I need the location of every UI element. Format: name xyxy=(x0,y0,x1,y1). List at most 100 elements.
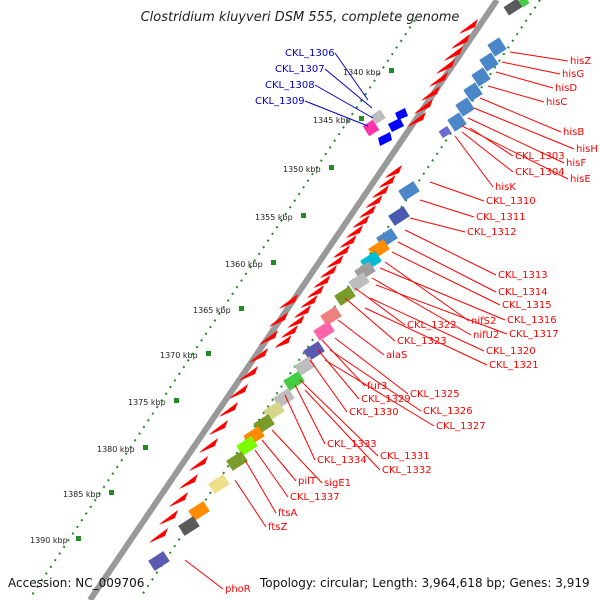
gene-label-red: CKL_1334 xyxy=(317,455,367,466)
label-leaders xyxy=(184,51,575,590)
gene-arrow xyxy=(429,72,448,87)
tick-mark xyxy=(329,165,334,170)
gene-box xyxy=(370,109,386,125)
gene-label-red: phoR xyxy=(225,584,251,595)
leader-line xyxy=(334,52,369,101)
leader-line xyxy=(409,217,466,233)
tick-mark xyxy=(143,445,148,450)
leader-line xyxy=(254,449,289,498)
gene-arrow xyxy=(269,312,288,327)
leader-line xyxy=(299,379,379,457)
leader-line xyxy=(495,71,554,89)
gene-label-red: CKL_1329 xyxy=(361,394,411,405)
gene-arrow xyxy=(385,165,402,178)
leader-line xyxy=(234,479,267,528)
gene-label-red: hisZ xyxy=(570,56,591,67)
tick-mark xyxy=(174,398,179,403)
gene-arrow xyxy=(339,235,357,248)
reverse-gene-arrow xyxy=(395,108,408,120)
gene-arrow xyxy=(179,474,198,489)
gene-label-red: CKL_1313 xyxy=(498,270,548,281)
gene-arrow xyxy=(189,456,208,471)
leader-line xyxy=(404,229,497,276)
tick-mark xyxy=(389,68,394,73)
leader-line xyxy=(337,319,385,356)
gene-arrow xyxy=(436,59,455,74)
gene-arrow xyxy=(407,112,426,127)
leader-line xyxy=(473,107,575,150)
gene-box xyxy=(518,0,530,8)
gene-label-red: CKL_1325 xyxy=(410,389,460,400)
gene-arrow xyxy=(249,348,268,363)
gene-label-red: hisH xyxy=(576,144,598,155)
gene-label-red: CKL_1303 xyxy=(515,151,565,162)
leader-line xyxy=(429,181,485,202)
gene-box xyxy=(226,451,248,471)
gene-arrow xyxy=(199,438,218,453)
leader-line xyxy=(294,384,326,445)
gene-label-blue: CKL_1309 xyxy=(255,96,305,107)
gene-arrow xyxy=(414,99,433,114)
leader-line xyxy=(375,284,508,335)
gene-box xyxy=(320,306,342,326)
tick-label: 1380 kbp xyxy=(97,445,135,454)
gene-label-red: sigE1 xyxy=(324,478,351,489)
reverse-gene-arrow xyxy=(388,118,404,132)
leader-line xyxy=(321,339,366,387)
leader-line xyxy=(467,117,565,164)
gene-label-red: CKL_1337 xyxy=(290,492,340,503)
tick-label: 1375 kbp xyxy=(128,398,166,407)
gene-label-red: CKL_1311 xyxy=(476,212,526,223)
gene-arrow xyxy=(307,285,324,298)
gene-box xyxy=(447,112,467,132)
gene-arrow xyxy=(421,86,440,101)
leader-line xyxy=(334,337,409,395)
leader-line xyxy=(304,100,369,127)
gene-label-red: hisE xyxy=(570,174,591,185)
accession-label: Accession: NC_009706 xyxy=(8,576,145,590)
gene-labels: CKL_1306 CKL_1307 CKL_1308 CKL_1309 hisZ hisG… xyxy=(225,48,598,595)
gene-arrow xyxy=(281,325,298,338)
gene-label-red: CKL_1323 xyxy=(397,336,447,347)
gene-box xyxy=(388,206,410,226)
gene-label-red: alaS xyxy=(386,350,407,361)
leader-line xyxy=(501,61,561,75)
tick-mark xyxy=(109,490,114,495)
leader-line xyxy=(304,389,381,471)
gene-box xyxy=(503,0,523,16)
leader-line xyxy=(354,287,406,326)
gene-label-red: CKL_1310 xyxy=(486,196,536,207)
gene-arrow xyxy=(239,366,258,381)
tick-label: 1350 kbp xyxy=(283,165,321,174)
gene-label-red: CKL_1330 xyxy=(349,407,399,418)
leader-line xyxy=(454,135,494,188)
leader-line xyxy=(509,51,569,62)
gene-arrow xyxy=(209,420,228,435)
gene-label-red: CKL_1315 xyxy=(502,300,552,311)
leader-line xyxy=(271,429,323,484)
tick-mark xyxy=(76,536,81,541)
leader-line xyxy=(324,68,373,109)
tick-mark xyxy=(271,260,276,265)
gene-arrow xyxy=(451,34,470,49)
leader-line xyxy=(184,559,224,590)
gene-arrow xyxy=(300,295,318,308)
gene-box xyxy=(303,341,325,361)
gene-box xyxy=(283,371,305,391)
tick-label: 1370 kbp xyxy=(160,351,198,360)
gene-label-red: fur3 xyxy=(367,381,387,392)
gene-label-red: hisF xyxy=(566,158,586,169)
tick-mark xyxy=(301,213,306,218)
leader-line xyxy=(371,277,472,336)
leader-line xyxy=(284,394,316,461)
leader-line xyxy=(397,241,497,293)
leader-line xyxy=(479,97,562,133)
gene-arrow xyxy=(149,528,168,543)
gene-box xyxy=(398,181,420,201)
leader-line xyxy=(391,251,501,306)
leader-line xyxy=(244,459,277,514)
gene-label-red: hisD xyxy=(555,83,577,94)
leader-line xyxy=(324,359,435,427)
scale-ticks: 1340 kbp 1345 kbp 1350 kbp 1355 kbp 1360 kbp… xyxy=(30,68,394,545)
gene-label-blue: CKL_1308 xyxy=(265,80,315,91)
